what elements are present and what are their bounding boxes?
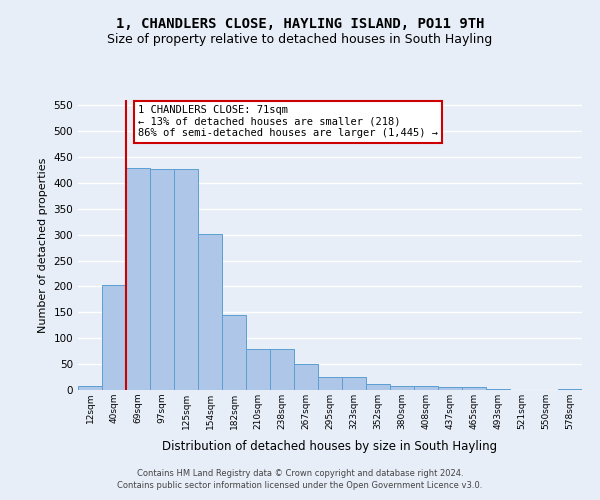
Bar (438, 388, 462, 390)
Bar (246, 348, 270, 390)
Text: Contains HM Land Registry data © Crown copyright and database right 2024.
Contai: Contains HM Land Registry data © Crown c… (118, 468, 482, 490)
Y-axis label: Number of detached properties: Number of detached properties (38, 158, 48, 332)
Text: 1 CHANDLERS CLOSE: 71sqm
← 13% of detached houses are smaller (218)
86% of semi-: 1 CHANDLERS CLOSE: 71sqm ← 13% of detach… (138, 105, 438, 138)
Bar (558, 389, 582, 390)
Bar (318, 377, 342, 390)
Bar (462, 388, 486, 390)
Bar (270, 348, 294, 390)
X-axis label: Distribution of detached houses by size in South Hayling: Distribution of detached houses by size … (163, 440, 497, 454)
Bar (390, 386, 414, 390)
Bar (174, 170, 198, 390)
Bar (198, 234, 222, 390)
Bar (414, 386, 438, 390)
Text: Size of property relative to detached houses in South Hayling: Size of property relative to detached ho… (107, 32, 493, 46)
Bar (126, 168, 150, 390)
Bar (222, 315, 246, 390)
Text: 1, CHANDLERS CLOSE, HAYLING ISLAND, PO11 9TH: 1, CHANDLERS CLOSE, HAYLING ISLAND, PO11… (116, 18, 484, 32)
Bar (294, 364, 318, 390)
Bar (78, 386, 102, 390)
Bar (366, 384, 390, 390)
Bar (102, 286, 126, 390)
Bar (342, 377, 366, 390)
Bar (150, 170, 174, 390)
